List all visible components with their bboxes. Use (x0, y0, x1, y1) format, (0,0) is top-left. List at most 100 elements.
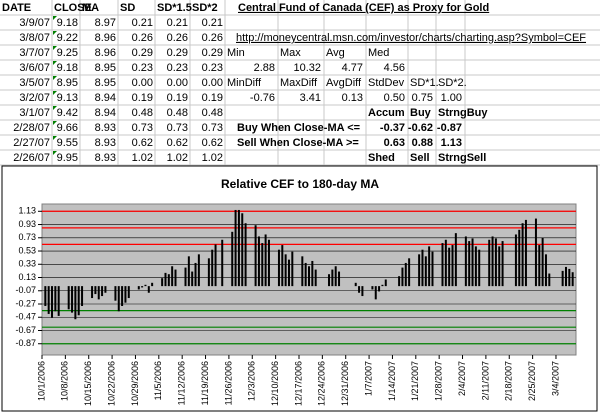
value-cell: 0.73 (132, 122, 153, 134)
bar (121, 286, 124, 306)
bar (284, 254, 287, 287)
panel-label: StdDev (368, 77, 405, 89)
panel-value: 1.13 (441, 137, 462, 149)
panel-label: Buy (410, 107, 432, 119)
panel-value: 1.00 (441, 92, 462, 104)
x-tick-label: 10/22/2006 (106, 361, 116, 406)
bar (548, 273, 551, 287)
bar (44, 286, 47, 306)
date-cell: 3/5/07 (19, 77, 50, 89)
bar (161, 278, 164, 287)
x-tick-label: 11/26/2006 (223, 361, 233, 405)
bar (137, 286, 140, 290)
panel-value: 4.77 (342, 62, 363, 74)
panel-label: Accum (368, 107, 405, 119)
bar (544, 254, 547, 287)
panel-label: MaxDiff (280, 77, 318, 89)
bar (311, 260, 314, 287)
bar (441, 243, 444, 287)
y-tick-label: -0.27 (15, 298, 36, 308)
y-tick-label: 0.33 (18, 259, 36, 269)
y-tick-label: 0.53 (18, 245, 36, 255)
bar (444, 239, 447, 287)
error-indicator (53, 76, 57, 80)
x-tick-label: 12/31/2006 (340, 361, 350, 406)
bar (74, 286, 77, 320)
bar (194, 262, 197, 287)
bar (541, 237, 544, 287)
bar (404, 262, 407, 287)
value-cell: 9.55 (57, 137, 78, 149)
bar (384, 279, 387, 287)
x-tick-label: 1/14/2007 (387, 361, 397, 401)
value-cell: 0.26 (202, 32, 223, 44)
date-cell: 3/7/07 (19, 47, 50, 59)
x-tick-label: 10/29/2006 (130, 361, 140, 406)
error-indicator (53, 46, 57, 50)
bar (538, 245, 541, 287)
error-indicator (53, 61, 57, 65)
x-tick-label: 11/19/2006 (200, 361, 210, 405)
value-cell: 0.48 (167, 107, 188, 119)
value-cell: 8.94 (95, 92, 116, 104)
bar (114, 286, 117, 301)
date-cell: 3/1/07 (19, 107, 50, 119)
value-cell: 9.13 (57, 92, 78, 104)
panel-label: StrngBuy (438, 107, 488, 119)
date-cell: 2/27/07 (13, 137, 50, 149)
bar (331, 269, 334, 287)
date-cell: 2/28/07 (13, 122, 50, 134)
x-tick-label: 2/11/2007 (480, 361, 490, 400)
value-cell: 0.48 (202, 107, 223, 119)
bar (257, 236, 260, 287)
bar (398, 276, 401, 287)
error-indicator (53, 31, 57, 35)
chart-title: Relative CEF to 180-day MA (221, 177, 379, 191)
bar (514, 234, 517, 287)
value-cell: 8.97 (95, 17, 116, 29)
bar (408, 258, 411, 287)
panel-label: AvgDiff (326, 77, 362, 89)
value-cell: 0.21 (202, 17, 223, 29)
x-tick-label: 3/4/2007 (550, 361, 560, 396)
bar (184, 267, 187, 287)
bar (97, 286, 100, 300)
url-link[interactable]: http://moneycentral.msn.com/investor/cha… (236, 32, 586, 44)
error-indicator (53, 91, 57, 95)
x-tick-label: 1/7/2007 (363, 361, 373, 396)
bar (261, 243, 264, 287)
bar (424, 256, 427, 287)
bar (244, 223, 247, 287)
bar (451, 245, 454, 287)
bar (211, 249, 214, 287)
bar (254, 225, 257, 287)
bar (174, 269, 177, 287)
x-tick-label: 2/18/2007 (504, 361, 514, 401)
bar (568, 268, 571, 287)
bar (167, 274, 170, 287)
panel-value: 10.32 (293, 62, 321, 74)
x-tick-label: 12/24/2006 (317, 361, 327, 406)
value-cell: 8.96 (95, 32, 116, 44)
panel-value: 0.75 (412, 92, 433, 104)
column-header: SD (120, 2, 135, 14)
bar (378, 286, 381, 292)
date-cell: 2/26/07 (13, 152, 50, 164)
panel-value: 0.88 (412, 137, 433, 149)
date-cell: 3/9/07 (19, 17, 50, 29)
column-header: CLOSE (54, 2, 92, 14)
bar (101, 286, 104, 297)
value-cell: 9.22 (57, 32, 78, 44)
value-cell: 1.02 (202, 152, 223, 164)
value-cell: 0.23 (167, 62, 188, 74)
value-cell: 0.29 (167, 47, 188, 59)
bar (371, 286, 374, 290)
bar (494, 238, 497, 287)
y-tick-label: -0.67 (15, 325, 36, 335)
panel-value: 0.63 (384, 137, 405, 149)
bar (338, 271, 341, 287)
bar (81, 286, 84, 306)
value-cell: 9.42 (57, 107, 78, 119)
bar (197, 254, 200, 287)
value-cell: 0.21 (167, 17, 188, 29)
